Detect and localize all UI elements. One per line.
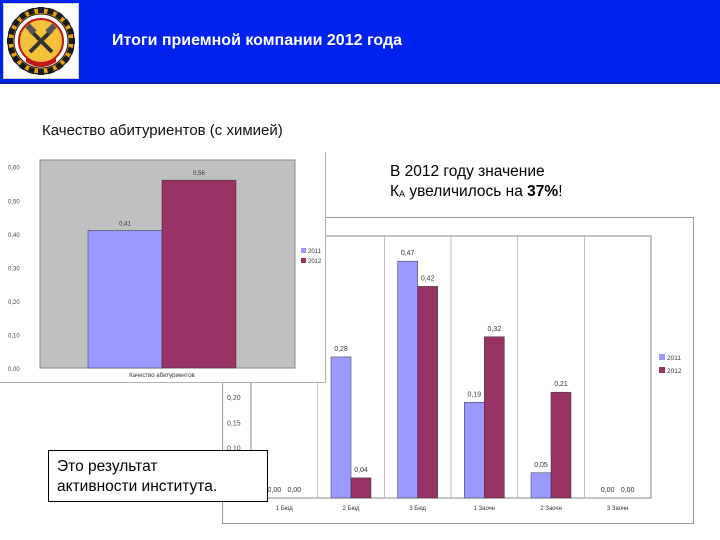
bar-label: 0,28	[334, 346, 348, 353]
y-tick-label: 0,15	[227, 420, 241, 427]
category-label: 2 Заочн	[540, 506, 562, 512]
note-line-2: КА увеличилось на 37%!	[390, 182, 563, 204]
category-label: 1 Заочн	[474, 506, 496, 512]
header-bar: Итоги приемной компании 2012 года	[0, 0, 720, 84]
gear-tooth	[55, 11, 64, 21]
legend-label: 2012	[667, 368, 682, 375]
bar-2012	[484, 336, 505, 499]
legend-label: 2012	[308, 259, 322, 265]
gear-tooth	[11, 55, 21, 64]
gear-tooth	[18, 11, 27, 21]
callout-line-1: Это результат	[57, 458, 158, 475]
gear-tooth	[38, 69, 44, 75]
k-subscript: А	[399, 189, 406, 199]
callout-line-2: активности института.	[57, 478, 218, 495]
note-text: В 2012 году значение КА увеличилось на 3…	[390, 162, 563, 204]
bar-2011	[464, 402, 485, 499]
k-letter: К	[390, 183, 400, 200]
exclaim: !	[558, 183, 563, 200]
category-label: 1 Бюд	[276, 506, 293, 512]
bar-2011	[530, 472, 552, 499]
y-tick-label: 0,00	[8, 367, 20, 373]
gear-tooth	[69, 38, 75, 44]
y-tick-label: 0,40	[8, 233, 20, 239]
gear-tooth	[38, 7, 44, 13]
legend-label: 2011	[667, 355, 681, 362]
bar-label: 0,42	[421, 275, 435, 282]
gear-tooth	[66, 27, 75, 36]
page-title: Итоги приемной компании 2012 года	[112, 32, 403, 49]
percent-value: 37%	[527, 183, 559, 200]
gear-tooth	[27, 66, 36, 75]
category-label: 3 Бюд	[409, 506, 426, 512]
callout-box: Это результат активности института.	[48, 450, 268, 502]
category-label: 2 Бюд	[343, 506, 360, 512]
y-tick-label: 0,10	[227, 446, 241, 453]
chart-overall: 0,00 0,10 0,20 0,30 0,40 0,50 0,60 0,41 0,56 Каче…	[0, 152, 326, 383]
bar-2012	[350, 477, 372, 499]
y-tick-label: 0,20	[227, 395, 241, 402]
gear-tooth	[11, 18, 21, 27]
gear-tooth	[7, 38, 13, 44]
bar-label: 0,47	[401, 250, 415, 257]
legend-swatch	[659, 354, 665, 360]
bar-label: 0,05	[534, 462, 548, 469]
bar-2012	[417, 286, 438, 499]
y-tick-label: 0,30	[8, 266, 20, 272]
bar-2012	[550, 391, 572, 499]
gear-tooth	[55, 61, 64, 71]
category-label: Качество абитуриентов	[129, 373, 194, 379]
y-tick-label: 0,50	[8, 199, 20, 205]
gear-tooth	[7, 46, 16, 55]
category-label: 3 Заочн	[607, 506, 629, 512]
bar-label: 0,21	[554, 381, 568, 388]
note-line-2-text: увеличилось на	[405, 183, 528, 200]
gear-tooth	[46, 66, 55, 75]
legend-swatch	[301, 248, 306, 253]
bar-label: 0,00	[621, 487, 635, 494]
bar-label: 0,56	[193, 171, 205, 177]
bar-label: 0,19	[468, 391, 482, 398]
gear-tooth	[7, 27, 16, 36]
bar-label: 0,00	[288, 487, 302, 494]
gear-tooth	[18, 61, 27, 71]
legend-swatch	[659, 367, 665, 373]
note-line-1: В 2012 году значение	[390, 163, 545, 180]
y-tick-label: 0,60	[8, 166, 20, 172]
slide-subtitle: Качество абитуриентов (с химией)	[42, 122, 283, 139]
bar-label: 0,41	[119, 221, 131, 227]
gear-tooth	[46, 7, 55, 16]
gear-tooth	[66, 46, 75, 55]
bar-label: 0,00	[601, 487, 615, 494]
gear-tooth	[61, 55, 71, 64]
y-tick-label: 0,20	[8, 300, 20, 306]
university-logo	[3, 3, 79, 79]
bar-2012	[161, 179, 237, 369]
university-emblem-icon	[7, 7, 75, 75]
legend-swatch	[301, 258, 306, 263]
chart-overall-svg: 0,00 0,10 0,20 0,30 0,40 0,50 0,60 0,41 0,56 Каче…	[8, 159, 322, 379]
gear-tooth	[61, 18, 71, 27]
bar-label: 0,00	[268, 487, 282, 494]
bar-2011	[330, 356, 352, 499]
y-tick-label: 0,10	[8, 333, 20, 339]
gear-tooth	[27, 7, 36, 16]
bar-label: 0,32	[488, 326, 502, 333]
bar-2011	[87, 230, 163, 369]
bar-label: 0,04	[354, 467, 368, 474]
legend-label: 2011	[308, 249, 322, 255]
bar-2011	[397, 260, 418, 499]
